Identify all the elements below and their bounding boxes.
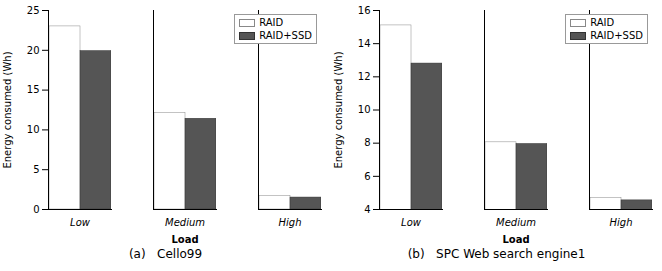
svg-text:High: High: [279, 217, 302, 228]
svg-text:4: 4: [364, 204, 370, 215]
svg-text:10: 10: [358, 104, 371, 115]
svg-text:Load: Load: [502, 234, 529, 245]
svg-text:Low: Low: [401, 217, 422, 228]
html-text:(a) Cello99: (a) Cello99: [128, 247, 203, 261]
svg-text:20: 20: [27, 45, 40, 56]
svg-text:8: 8: [364, 137, 370, 148]
html-text:RAID+SSD: RAID+SSD: [259, 30, 312, 41]
svg-text:0: 0: [33, 204, 39, 215]
svg-text:14: 14: [358, 38, 371, 49]
html-text:RAID: RAID: [259, 17, 284, 28]
html-text:RAID+SSD: RAID+SSD: [590, 30, 643, 41]
svg-text:25: 25: [27, 5, 40, 16]
svg-text:High: High: [610, 217, 633, 228]
svg-text:15: 15: [27, 84, 40, 95]
svg-text:Medium: Medium: [496, 217, 536, 228]
svg-text:16: 16: [358, 5, 371, 16]
svg-text:Energy consumed (Wh): Energy consumed (Wh): [333, 51, 344, 168]
svg-text:6: 6: [364, 171, 370, 182]
html-text:RAID: RAID: [590, 17, 615, 28]
svg-text:10: 10: [27, 124, 40, 135]
svg-text:5: 5: [33, 164, 39, 175]
svg-text:12: 12: [358, 71, 371, 82]
svg-text:Low: Low: [70, 217, 91, 228]
svg-text:Medium: Medium: [165, 217, 205, 228]
svg-text:Load: Load: [171, 234, 198, 245]
svg-text:Energy consumed (Wh): Energy consumed (Wh): [2, 51, 13, 168]
html-text:(b) SPC Web search engine1: (b) SPC Web search engine1: [407, 247, 586, 261]
